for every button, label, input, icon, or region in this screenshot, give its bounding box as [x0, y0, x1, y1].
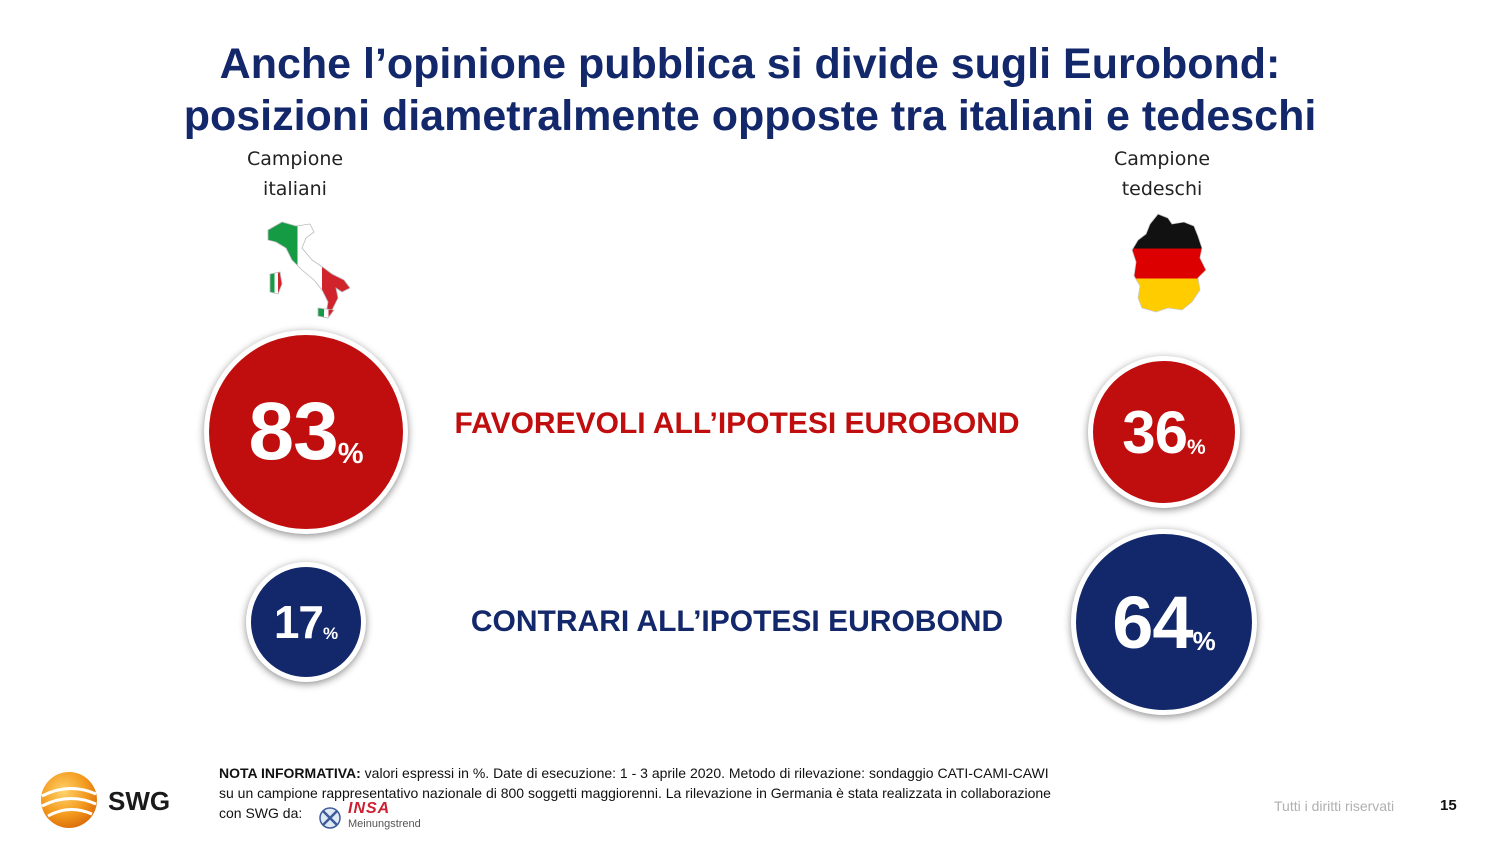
value-germany-favorevoli: 36: [1122, 398, 1188, 466]
note-line-1: valori espressi in %. Date di esecuzione…: [360, 765, 1049, 781]
value-italy-favorevoli: 83: [248, 385, 338, 477]
bubble-germany-contrari: 64%: [1071, 529, 1257, 715]
note-label: NOTA INFORMATIVA:: [219, 765, 361, 781]
page-number: 15: [1440, 797, 1457, 814]
note-line-2: su un campione rappresentativo nazionale…: [219, 785, 1051, 801]
sample-label-italy: Campione italiani: [246, 148, 344, 200]
italy-map-icon: [267, 221, 351, 319]
bubble-italy-favorevoli: 83%: [203, 329, 409, 535]
page-title: Anche l’opinione pubblica si divide sugl…: [0, 38, 1500, 142]
sample-label-germany: Campione tedeschi: [1113, 148, 1211, 200]
bubble-germany-favorevoli: 36%: [1088, 356, 1240, 508]
rights-text: Tutti i diritti riservati: [1274, 798, 1395, 814]
insa-sub: Meinungstrend: [348, 818, 421, 830]
pct-sign: %: [1192, 626, 1216, 656]
info-note: NOTA INFORMATIVA: valori espressi in %. …: [219, 763, 1219, 823]
swg-brand: SWG: [108, 786, 171, 816]
germany-map-icon: [1131, 213, 1207, 313]
insa-mark-icon: [319, 807, 341, 829]
insa-name: INSA: [348, 800, 391, 817]
bubble-italy-contrari: 17%: [245, 561, 367, 683]
pct-sign: %: [323, 624, 339, 644]
pct-sign: %: [1187, 436, 1206, 459]
title-line-1: Anche l’opinione pubblica si divide sugl…: [219, 40, 1281, 88]
swg-logo-icon: [41, 772, 97, 828]
label-favorevoli: FAVOREVOLI ALL’IPOTESI EUROBOND: [454, 407, 1020, 440]
note-line-3: con SWG da:: [219, 805, 303, 821]
title-line-2: posizioni diametralmente opposte tra ita…: [183, 92, 1317, 140]
value-italy-contrari: 17: [273, 595, 324, 648]
pct-sign: %: [337, 438, 364, 471]
label-contrari: CONTRARI ALL’IPOTESI EUROBOND: [470, 605, 1004, 638]
value-germany-contrari: 64: [1112, 580, 1193, 664]
